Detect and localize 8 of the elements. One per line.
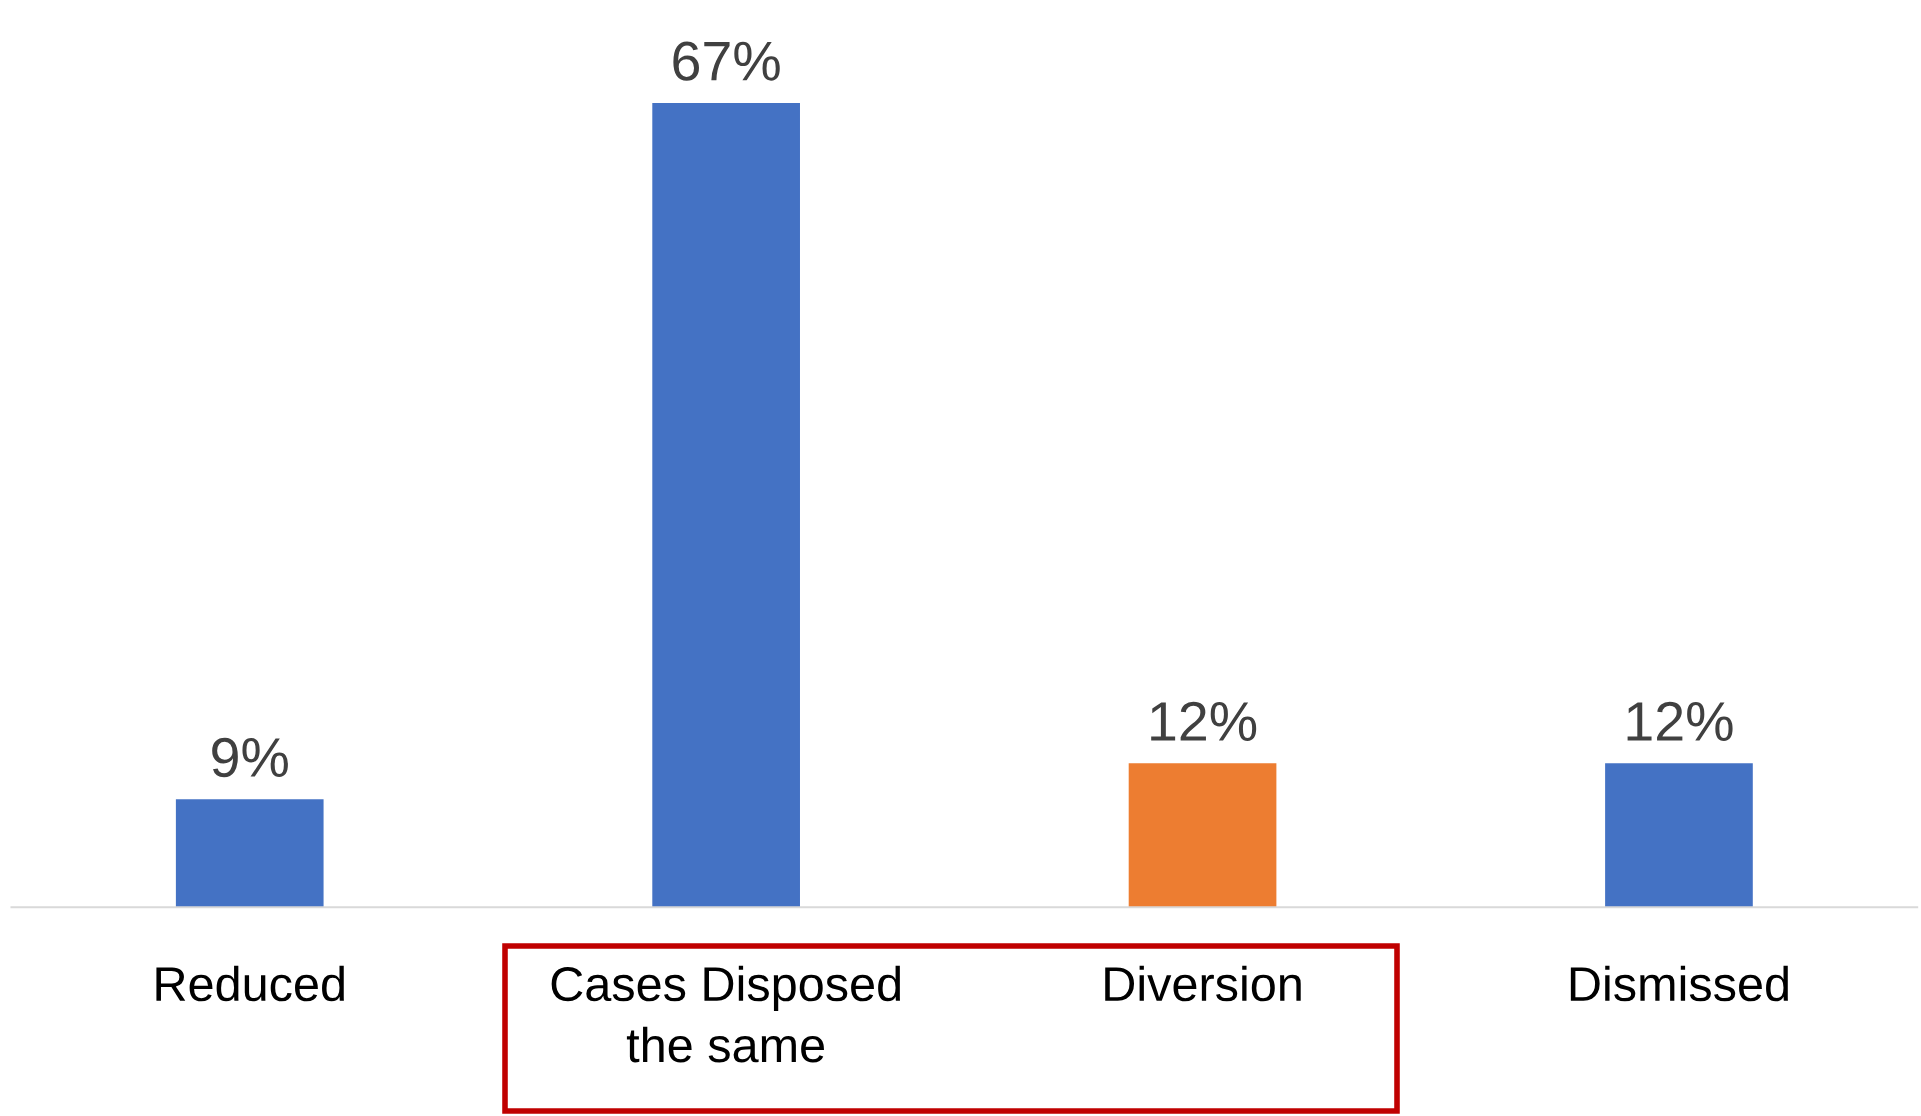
x-tick-label: Reduced [156,965,344,1002]
x-tick-label: Diversion [1105,965,1301,1002]
x-tick-label: Dismissed [1570,965,1788,1002]
data-label: 67% [673,41,780,81]
data-label: 12% [1627,701,1733,741]
data-label: 12% [1151,701,1257,741]
x-tick-label: Cases Disposed the same [551,965,900,1063]
data-label: 9% [212,737,288,778]
